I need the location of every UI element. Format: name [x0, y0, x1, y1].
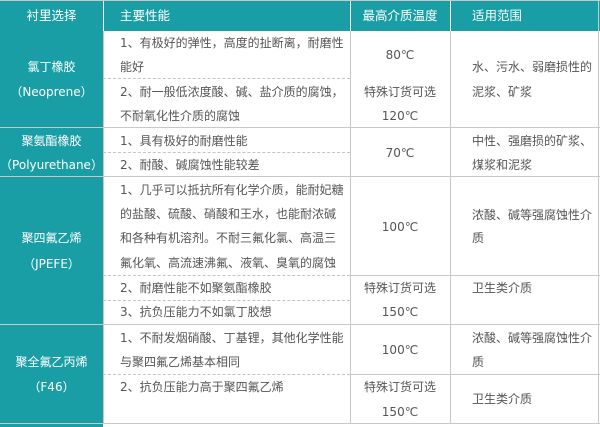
property-line: 不耐氧化性介质的腐蚀 — [120, 109, 241, 123]
grid-line — [450, 0, 451, 31]
property-line: 与聚四氟乙烯基本相同 — [120, 355, 241, 369]
application: 卫生类介质 — [472, 392, 533, 406]
grid-line — [598, 0, 599, 424]
dashed-divider — [103, 300, 350, 301]
lining-name: 氯丁橡胶 — [27, 60, 76, 74]
temperature: 特殊订货可选 — [363, 281, 436, 295]
first-column-background — [0, 0, 103, 427]
property-line: 的盐酸、硫酸、硝酸和王水，也能耐浓碱 — [120, 207, 337, 221]
property-line: 3、抗负压能力不如氯丁胶想 — [120, 305, 272, 319]
lining-name: 聚全氟乙丙烯 — [15, 355, 88, 369]
header-max-temperature: 最高介质温度 — [362, 8, 438, 23]
grid-line — [350, 31, 351, 424]
grid-line — [350, 0, 351, 31]
grid-line — [350, 374, 600, 375]
grid-line — [0, 324, 600, 325]
application: 浓酸、碱等强腐蚀性介 — [472, 208, 593, 222]
property-line: 2、耐酸、碱腐蚀性能较差 — [120, 158, 260, 172]
grid-line — [0, 423, 600, 424]
header-lining: 衬里选择 — [26, 8, 77, 23]
grid-line — [0, 176, 600, 177]
temperature: 70℃ — [385, 146, 415, 160]
property-line: 和各种有机溶剂。不耐三氟化氯、高温三 — [120, 231, 337, 245]
property-line: 2、耐磨性能不如聚氨酯橡胶 — [120, 281, 272, 295]
property-line: 能好 — [120, 60, 145, 74]
temperature: 100℃ — [381, 343, 419, 357]
lining-english: （JPEFE） — [23, 257, 80, 271]
property-line: 2、抗负压能力高于聚四氟乙烯 — [120, 380, 284, 394]
lining-english: （F46） — [28, 380, 75, 394]
application: 煤浆和泥浆 — [472, 158, 533, 172]
header-properties: 主要性能 — [120, 8, 171, 23]
application: 质 — [472, 231, 485, 245]
temperature: 特殊订货可选 — [363, 85, 436, 99]
property-line: 1、具有极好的耐磨性能 — [120, 134, 248, 148]
lining-english: （Polyurethane） — [0, 158, 103, 172]
application: 卫生类介质 — [472, 281, 533, 295]
application: 水、污水、弱磨损性的 — [472, 60, 593, 74]
temperature: 特殊订货可选 — [363, 380, 436, 394]
dashed-divider — [103, 374, 350, 375]
grid-line — [450, 31, 451, 424]
lining-english: （Neoprene） — [10, 85, 93, 99]
dashed-divider — [103, 275, 350, 276]
dashed-divider — [103, 78, 350, 79]
temperature: 100℃ — [381, 220, 419, 234]
lining-name: 聚氨酯橡胶 — [21, 134, 82, 148]
lining-name: 聚四氟乙烯 — [21, 231, 82, 245]
grid-line — [350, 275, 600, 276]
temperature: 80℃ — [385, 48, 415, 62]
grid-line — [0, 127, 600, 128]
application: 浓酸、碱等强腐蚀性介 — [472, 331, 593, 345]
property-line: 2、耐一般低浓度酸、碱、盐介质的腐蚀， — [120, 85, 344, 99]
temperature: 150℃ — [381, 305, 419, 319]
property-line: 1、几乎可以抵抗所有化学介质，能耐妃糖 — [120, 183, 344, 197]
application: 泥浆、矿浆 — [472, 85, 533, 99]
property-line: 1、不耐发烟硝酸、丁基锂，其他化学性能 — [120, 331, 344, 345]
property-line: 1、有极好的弹性，高度的扯断离，耐磨性 — [120, 36, 344, 50]
application: 中性、强磨损的矿浆、 — [472, 134, 593, 148]
header-application: 适用范围 — [472, 8, 523, 23]
property-line: 氟化氧、高流速沸氟、液氧、臭氧的腐蚀 — [120, 256, 337, 270]
grid-line — [0, 0, 600, 1]
grid-line — [103, 31, 104, 424]
temperature: 120℃ — [381, 109, 419, 123]
application: 质 — [472, 355, 485, 369]
temperature: 150℃ — [381, 405, 419, 419]
dashed-divider — [103, 152, 350, 153]
